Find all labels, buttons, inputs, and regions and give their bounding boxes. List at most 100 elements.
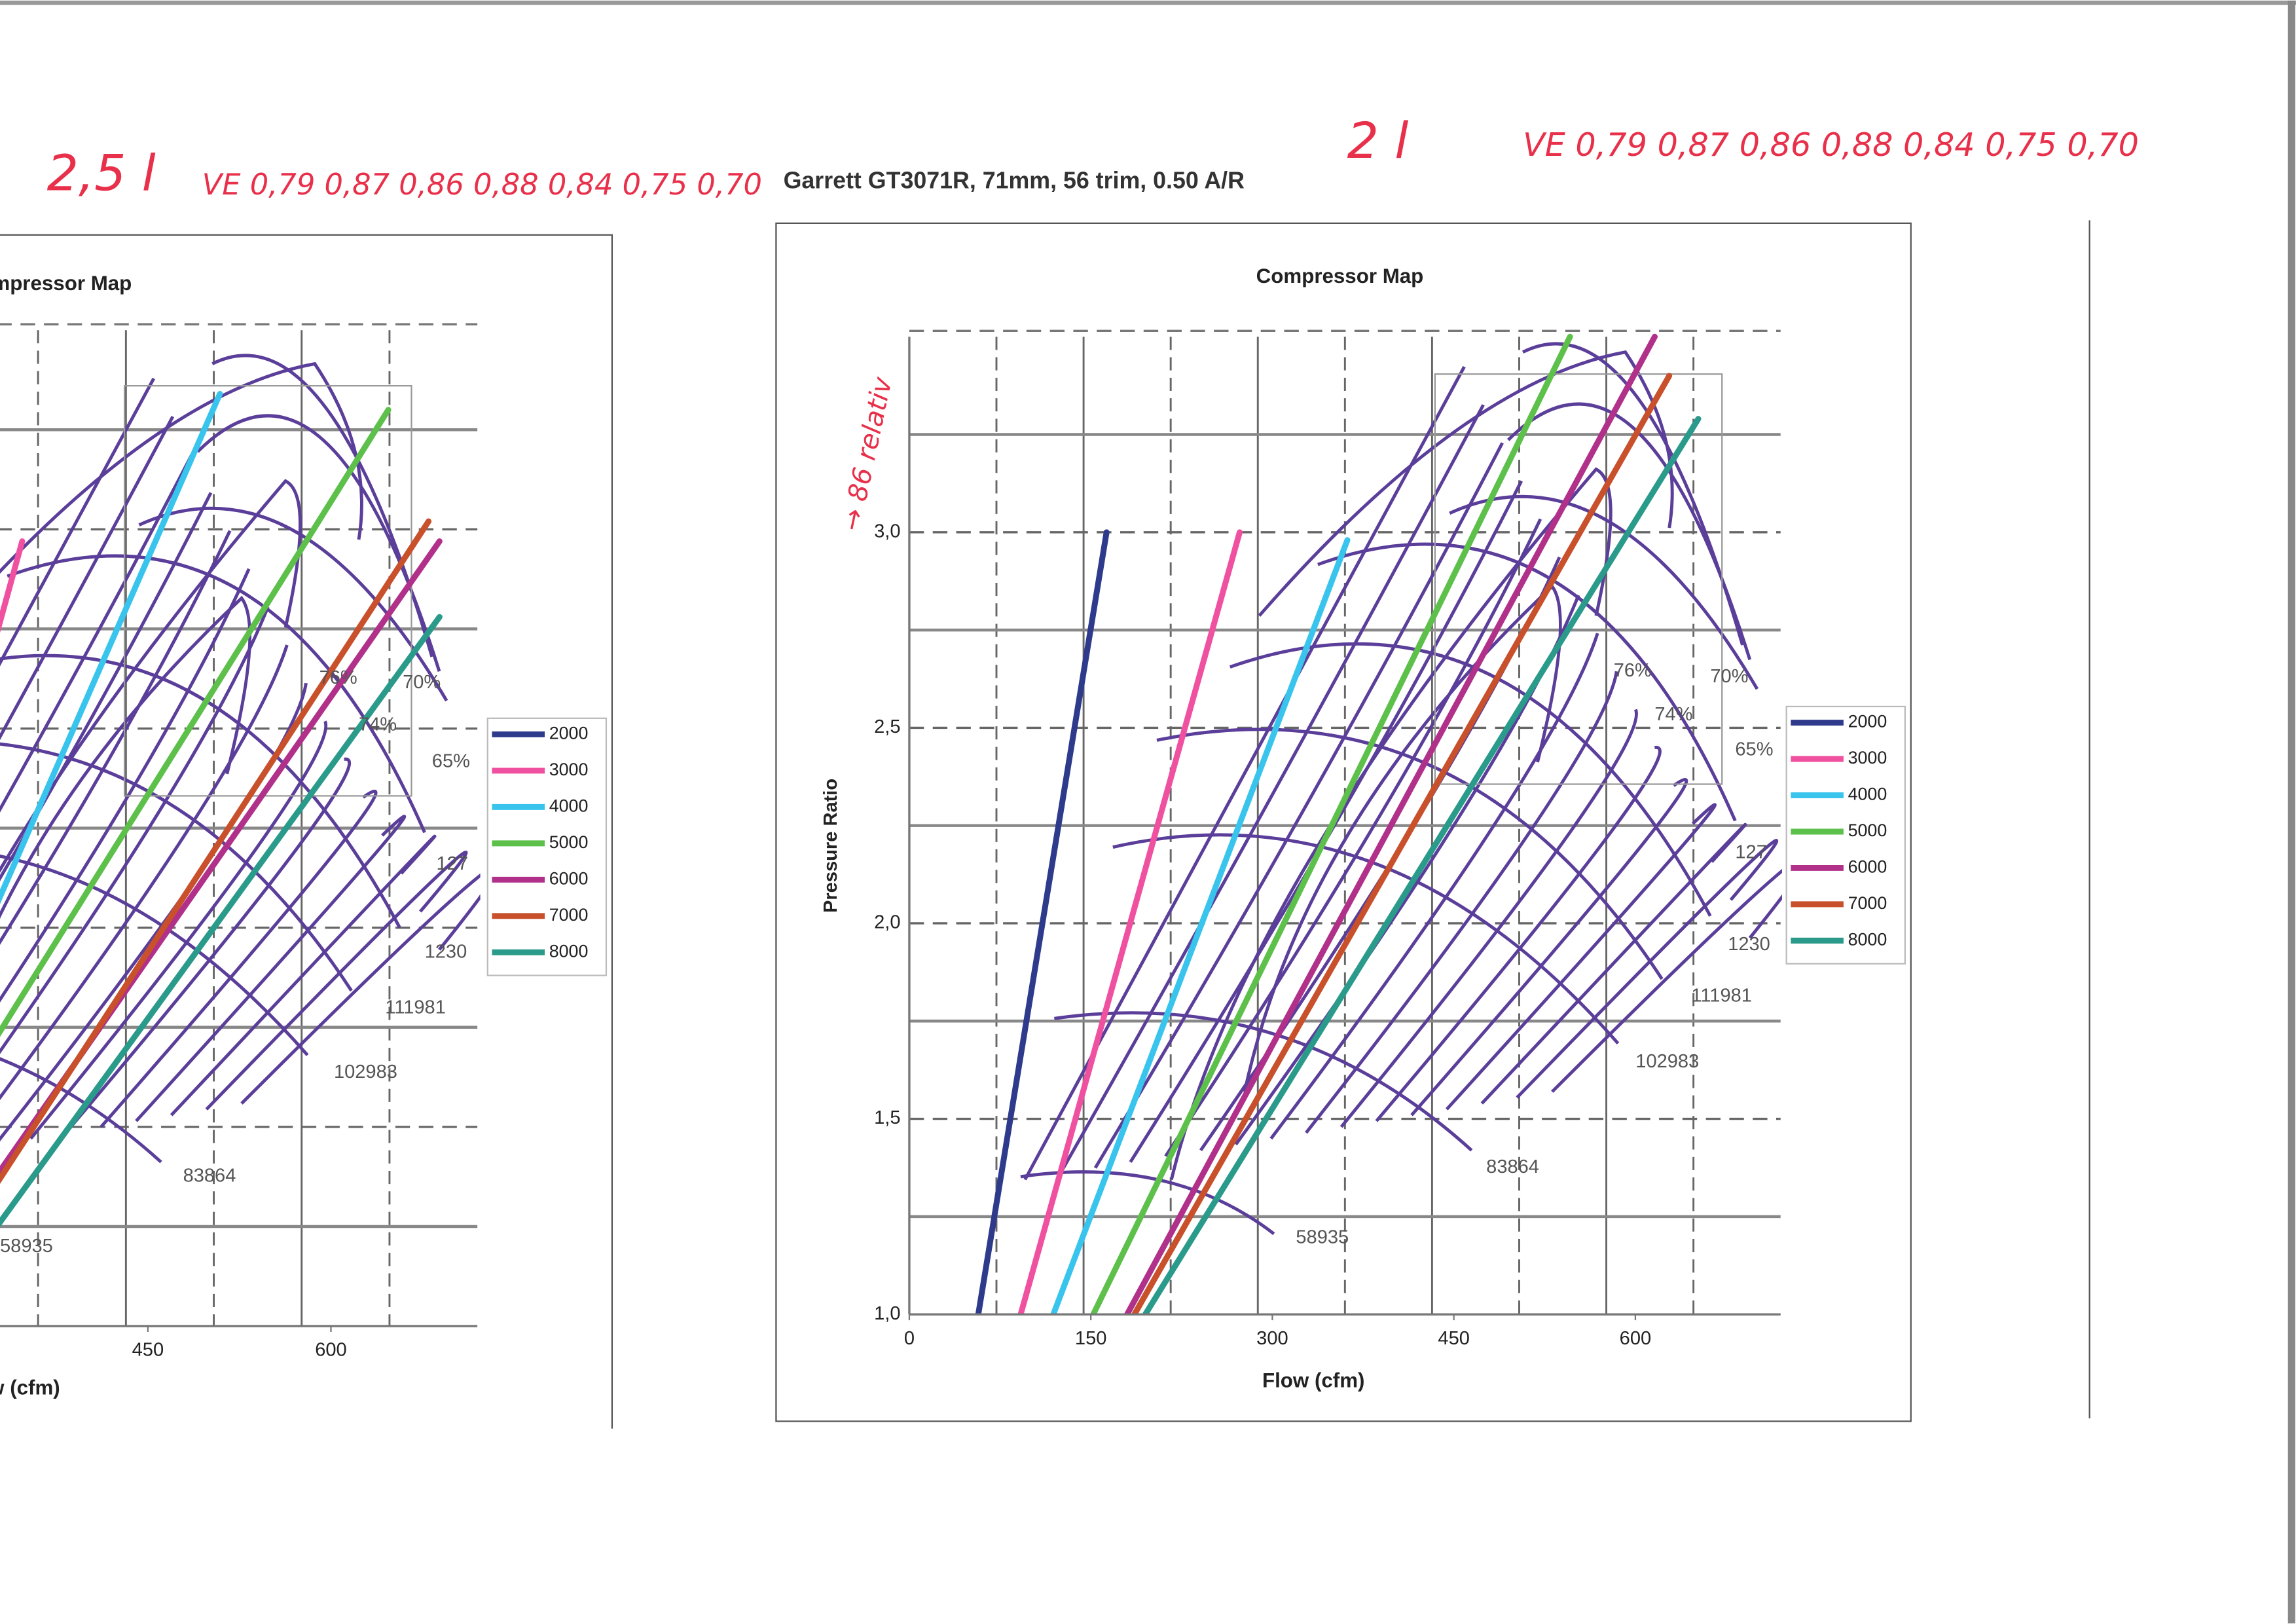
plot-area — [909, 333, 1782, 1315]
engine-line — [975, 529, 1110, 1315]
engine-line — [1124, 333, 1658, 1315]
speed-line — [0, 854, 309, 1056]
speed-line — [135, 815, 407, 1122]
speed-line — [1093, 442, 1504, 1169]
speed-line — [1445, 803, 1717, 1111]
map-label: 127 — [1735, 841, 1767, 862]
map-label: 70% — [1710, 666, 1748, 687]
speed-line — [1169, 467, 1613, 1180]
heading: Garrett GT3071R, 71mm, 56 trim, 0.50 A/R — [784, 168, 1245, 194]
speed-line — [0, 606, 270, 1054]
engine-line — [1050, 537, 1351, 1315]
legend-label: 4000 — [549, 796, 589, 815]
legend-label: 5000 — [1848, 821, 1887, 840]
engine-line — [1142, 416, 1702, 1315]
speed-line — [1339, 709, 1638, 1128]
map-label: 65% — [1735, 739, 1773, 760]
map-label: 1230 — [425, 941, 467, 962]
plot-area — [0, 330, 481, 1327]
x-axis-label: Flow (cfm) — [0, 1376, 60, 1399]
speed-line — [0, 568, 251, 1003]
speed-line — [1480, 822, 1747, 1105]
map-label: 74% — [359, 714, 397, 735]
speed-line — [0, 742, 353, 992]
x-tick-label: 150 — [1075, 1328, 1107, 1349]
chart-frame — [775, 222, 1912, 1422]
speed-line — [1269, 633, 1599, 1140]
engine-line — [0, 391, 223, 904]
legend-label: 7000 — [1848, 893, 1887, 913]
speed-line — [1156, 728, 1664, 980]
chart-frame — [0, 234, 613, 1429]
speed-line — [1164, 518, 1542, 1157]
legend-label: 7000 — [549, 905, 589, 925]
map-label: 58935 — [0, 1236, 53, 1257]
x-tick-label: 600 — [315, 1340, 347, 1361]
inset-box — [1434, 373, 1723, 785]
map-label: 102983 — [1635, 1051, 1699, 1072]
engine-line — [0, 518, 432, 1185]
legend-label: 4000 — [1848, 784, 1887, 804]
inset-box — [123, 385, 412, 797]
map-label: 70% — [403, 672, 441, 693]
speed-line — [1112, 833, 1620, 1045]
speed-line — [0, 644, 289, 1101]
speed-line — [1129, 480, 1523, 1163]
legend-label: 2000 — [1848, 712, 1887, 731]
speed-line — [1551, 868, 1782, 1093]
chart-title: Compressor Map — [0, 272, 132, 295]
legend-label: 6000 — [549, 868, 589, 888]
legend-label: 8000 — [1848, 929, 1887, 949]
map-label: 83864 — [1486, 1156, 1539, 1177]
speed-line — [0, 530, 232, 945]
ve-note: VE 0,79 0,87 0,86 0,88 0,84 0,75 0,70 — [1523, 126, 2139, 164]
chart-title: Compressor Map — [1256, 265, 1424, 287]
speed-line — [1449, 494, 1759, 690]
engine-line — [1131, 373, 1673, 1315]
speed-line — [0, 415, 175, 741]
engine-line — [1017, 529, 1243, 1315]
engine-line — [0, 407, 392, 1037]
speed-line — [1305, 671, 1618, 1134]
x-tick-label: 450 — [132, 1340, 164, 1361]
speed-line — [0, 377, 156, 666]
legend-label: 5000 — [549, 832, 589, 852]
speed-line — [1410, 778, 1688, 1116]
speed-line — [29, 720, 328, 1140]
y-tick-label: 2,5 — [874, 716, 900, 737]
map-label: 1230 — [1728, 934, 1770, 955]
speed-line — [1522, 342, 1744, 646]
map-label: 127 — [437, 853, 469, 874]
map-label: 111981 — [1691, 985, 1752, 1006]
map-label: 65% — [432, 751, 470, 772]
map-label: 76% — [319, 667, 357, 688]
speed-line — [7, 554, 426, 834]
speed-line — [1375, 746, 1662, 1122]
speed-line — [205, 850, 468, 1111]
y-tick-label: 2,0 — [874, 912, 900, 933]
speed-line — [1023, 365, 1466, 1181]
legend-label: 8000 — [549, 941, 589, 961]
y-tick-label: 1,0 — [874, 1303, 900, 1324]
engine-line — [0, 538, 443, 1176]
map-label: 58935 — [1296, 1227, 1349, 1248]
speed-line — [0, 479, 302, 874]
speed-line — [1059, 404, 1485, 1175]
map-label: 102983 — [334, 1061, 397, 1082]
legend-label: 3000 — [1848, 748, 1887, 767]
engine-line — [0, 614, 443, 1228]
x-tick-label: 600 — [1620, 1328, 1652, 1349]
map-label: 76% — [1614, 660, 1652, 681]
y-tick-label: 1,5 — [874, 1107, 900, 1128]
map-label: 111981 — [385, 997, 446, 1018]
ve-note: VE 0,79 0,87 0,86 0,88 0,84 0,75 0,70 — [202, 167, 762, 202]
legend-box — [1785, 705, 1906, 965]
speed-line — [0, 454, 194, 813]
legend-label: 3000 — [549, 760, 589, 779]
map-label: 83864 — [183, 1166, 236, 1187]
speed-line — [64, 757, 351, 1134]
speed-line — [0, 595, 252, 919]
